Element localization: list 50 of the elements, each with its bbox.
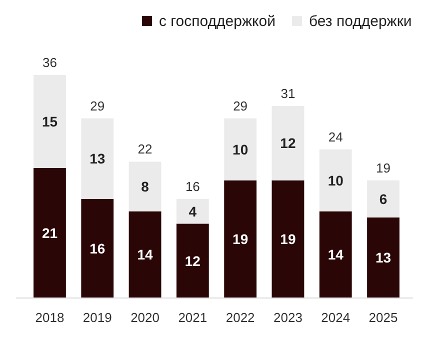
x-tick-label: 2023 xyxy=(274,310,302,325)
data-label: 15 xyxy=(42,113,58,130)
bar xyxy=(367,180,400,218)
bar xyxy=(81,118,114,199)
data-label: 10 xyxy=(232,141,248,158)
x-tick-label: 2019 xyxy=(82,310,112,325)
x-tick-label: 2024 xyxy=(321,310,350,325)
data-label: 10 xyxy=(328,172,344,188)
data-label: 6 xyxy=(379,190,388,207)
x-tick-label: 2018 xyxy=(35,310,64,325)
legend-label: без поддержки xyxy=(309,13,412,30)
bar xyxy=(81,198,114,298)
x-tick-label: 2022 xyxy=(226,310,255,325)
data-label: 12 xyxy=(280,135,296,152)
total-label: 31 xyxy=(280,86,296,101)
total-label: 16 xyxy=(185,178,200,194)
data-label: 4 xyxy=(188,203,197,220)
x-tick-label: 2021 xyxy=(178,310,208,325)
data-label: 19 xyxy=(280,231,296,248)
bar xyxy=(224,118,257,180)
bar xyxy=(176,224,209,298)
data-label: 13 xyxy=(90,150,106,167)
bar xyxy=(272,180,304,298)
bar xyxy=(128,162,162,212)
total-label: 22 xyxy=(138,142,152,157)
total-label: 36 xyxy=(42,55,57,70)
bar xyxy=(34,168,66,298)
data-label: 14 xyxy=(328,246,344,263)
bar xyxy=(272,106,304,180)
data-label: 19 xyxy=(232,231,248,248)
bar xyxy=(128,211,162,298)
total-label: 29 xyxy=(90,98,105,114)
x-tick-label: 2020 xyxy=(130,310,160,325)
data-label: 12 xyxy=(184,252,201,269)
bar xyxy=(224,180,257,298)
x-tick-label: 2025 xyxy=(368,310,398,325)
bar xyxy=(34,75,66,168)
total-label: 24 xyxy=(328,129,343,144)
total-label: 29 xyxy=(233,98,248,114)
bar xyxy=(176,198,209,224)
data-label: 21 xyxy=(42,224,58,241)
legend-label: с господдержкой xyxy=(159,13,276,30)
data-label: 8 xyxy=(141,178,150,194)
total-label: 19 xyxy=(376,160,391,176)
data-label: 16 xyxy=(90,240,106,256)
bar xyxy=(319,149,352,212)
bar xyxy=(367,217,400,298)
data-label: 14 xyxy=(137,246,154,263)
bar xyxy=(319,211,352,298)
data-label: 13 xyxy=(375,250,392,266)
